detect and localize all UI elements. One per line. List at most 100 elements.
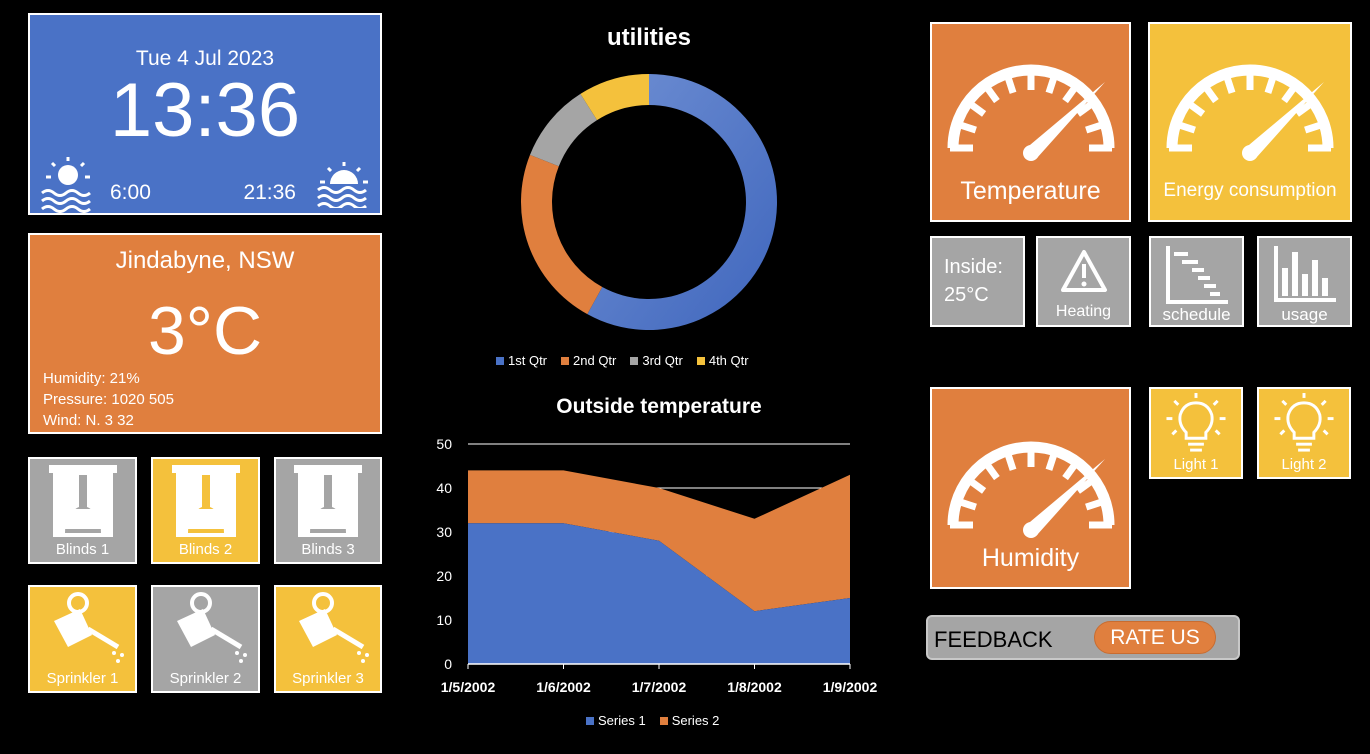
sprinkler-2-button[interactable]: Sprinkler 2 xyxy=(151,585,260,693)
humidity-gauge-button[interactable]: Humidity xyxy=(930,387,1131,589)
gauge-tick xyxy=(1182,97,1206,117)
sunset-icon xyxy=(317,162,368,208)
legend-item: 2nd Qtr xyxy=(561,353,616,368)
utilities-donut-chart xyxy=(521,74,777,330)
outside-temperature-area-chart: 0 10 20 30 40 50 1/5/2002 1/6/2002 1/7/2002 1/8/2… xyxy=(436,436,878,692)
sunrise-icon xyxy=(41,157,91,213)
gauge-tick xyxy=(962,474,986,494)
series-1-area xyxy=(468,523,850,664)
gauge-tick xyxy=(1221,69,1236,94)
legend-swatch xyxy=(561,356,570,365)
donut-slice-2 xyxy=(521,154,603,315)
gauge-tick xyxy=(1264,69,1279,94)
gauge-tick xyxy=(1084,496,1109,511)
legend-swatch xyxy=(696,356,705,365)
temperature-gauge-button[interactable]: Temperature xyxy=(930,22,1131,222)
watering-can-icon xyxy=(299,592,369,663)
gauge-tick xyxy=(1281,80,1301,104)
wind-text: Wind: N. 3 32 xyxy=(43,412,134,429)
blinds-3-label: Blinds 3 xyxy=(301,541,355,558)
y-tick-label: 30 xyxy=(436,524,452,540)
humidity-text: Humidity: 21% xyxy=(43,370,140,387)
gauge-tick xyxy=(1061,457,1081,481)
inside-value: 25°C xyxy=(944,284,989,306)
light-1-label: Light 1 xyxy=(1173,456,1219,473)
gauge-tick xyxy=(1002,69,1016,94)
gauge-tick xyxy=(1199,80,1219,104)
energy-consumption-gauge-button[interactable]: Energy consumption xyxy=(1148,22,1352,222)
sprinkler-1-button[interactable]: Sprinkler 1 xyxy=(28,585,137,693)
blinds-1-button[interactable]: Blinds 1 xyxy=(28,457,137,564)
schedule-chart-icon xyxy=(1165,246,1228,304)
pressure-text: Pressure: 1020 505 xyxy=(43,391,174,408)
legend-item: 3rd Qtr xyxy=(630,353,683,368)
legend-item: Series 2 xyxy=(659,713,720,728)
feedback-label: FEEDBACK xyxy=(934,627,1053,652)
blinds-2-label: Blinds 2 xyxy=(178,541,233,558)
gauge-needle xyxy=(1023,82,1105,158)
gauge-drawing xyxy=(947,441,1114,538)
warning-icon xyxy=(1060,250,1107,292)
rate-us-button[interactable]: RATE US xyxy=(1094,621,1216,654)
light-1-button[interactable]: Light 1 xyxy=(1149,387,1243,479)
gauge-tick xyxy=(980,80,1000,104)
sprinkler-3-label: Sprinkler 3 xyxy=(292,670,364,687)
light-2-button[interactable]: Light 2 xyxy=(1257,387,1351,479)
outside-temperature-chart-title: Outside temperature xyxy=(556,395,762,418)
sunrise-time: 6:00 xyxy=(110,181,151,204)
legend-swatch xyxy=(659,716,668,725)
x-tick-label: 1/8/2002 xyxy=(727,679,782,692)
weather-tile: Jindabyne, NSW 3°C Humidity: 21% Pressur… xyxy=(28,233,382,434)
gauge-tick xyxy=(980,457,1000,481)
legend-item: 4th Qtr xyxy=(696,353,749,368)
watering-can-icon xyxy=(176,592,247,663)
legend-label: 4th Qtr xyxy=(708,353,749,368)
blinds-icon xyxy=(171,465,240,537)
legend-swatch xyxy=(630,356,639,365)
donut-slice-1 xyxy=(587,74,777,330)
light-bulb-icon xyxy=(1274,393,1334,452)
utilities-chart-title: utilities xyxy=(606,24,691,51)
blinds-icon xyxy=(294,465,362,537)
gauge-tick xyxy=(962,97,986,117)
y-tick-label: 10 xyxy=(436,612,452,628)
heating-button[interactable]: Heating xyxy=(1036,236,1131,327)
y-tick-label: 40 xyxy=(436,480,452,496)
bar-chart-icon xyxy=(1273,246,1336,302)
legend-label: Series 1 xyxy=(598,713,646,728)
heating-label: Heating xyxy=(1055,303,1112,320)
city-name: Jindabyne, NSW xyxy=(115,247,295,274)
blinds-2-button[interactable]: Blinds 2 xyxy=(151,457,260,564)
gauge-tick xyxy=(1294,97,1318,117)
x-tick-label: 1/7/2002 xyxy=(632,679,687,692)
gauge-icon xyxy=(947,64,1114,161)
gauge-needle xyxy=(1243,82,1324,158)
y-tick-label: 0 xyxy=(444,656,452,672)
sprinkler-3-button[interactable]: Sprinkler 3 xyxy=(274,585,382,693)
schedule-label: schedule xyxy=(1162,305,1231,324)
gauge-drawing xyxy=(947,64,1114,161)
sprinkler-2-label: Sprinkler 2 xyxy=(169,670,242,687)
inside-temperature-tile: Inside: 25°C xyxy=(930,236,1025,327)
schedule-button[interactable]: schedule xyxy=(1149,236,1244,327)
legend-label: 3rd Qtr xyxy=(642,353,683,368)
legend-label: Series 2 xyxy=(671,713,720,728)
gauge-icon xyxy=(947,441,1114,538)
gauge-hub xyxy=(1022,522,1039,538)
usage-button[interactable]: usage xyxy=(1257,236,1352,327)
gauge-needle xyxy=(1023,459,1105,535)
x-tick-label: 1/6/2002 xyxy=(536,679,591,692)
y-tick-label: 50 xyxy=(436,436,452,452)
outside-temperature: 3°C xyxy=(147,293,263,369)
blinds-1-label: Blinds 1 xyxy=(55,541,110,558)
inside-label: Inside: xyxy=(944,256,1003,278)
gauge-tick xyxy=(1075,474,1099,494)
blinds-3-button[interactable]: Blinds 3 xyxy=(274,457,382,564)
sprinkler-1-label: Sprinkler 1 xyxy=(46,670,119,687)
gauge-hub xyxy=(1022,145,1039,161)
gauge-tick xyxy=(1075,97,1099,117)
legend-swatch xyxy=(496,356,504,365)
feedback-bar: FEEDBACK RATE US xyxy=(926,615,1240,660)
x-tick-label: 1/9/2002 xyxy=(823,679,878,692)
gauge-tick xyxy=(1045,446,1059,471)
